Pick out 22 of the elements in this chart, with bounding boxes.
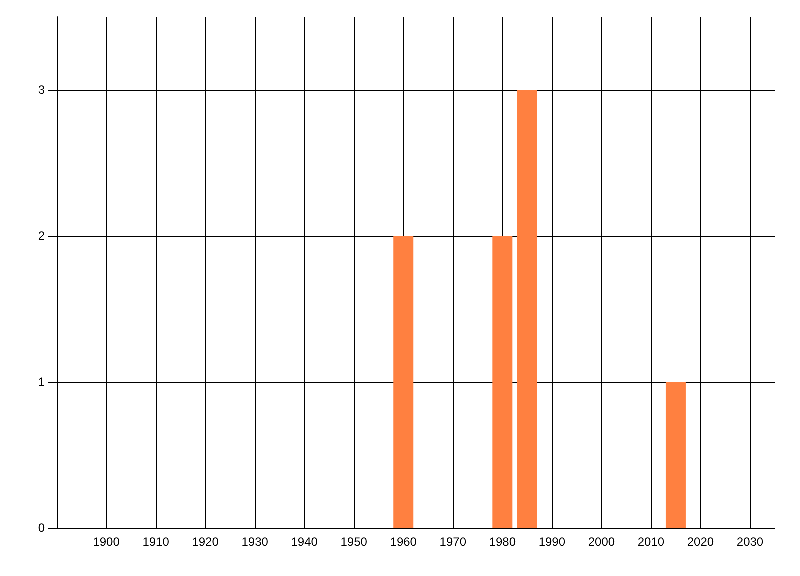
x-tick-label: 2010 bbox=[638, 535, 665, 549]
bar bbox=[666, 382, 686, 528]
x-tick-label: 2020 bbox=[687, 535, 714, 549]
y-tick-label: 2 bbox=[38, 229, 46, 243]
y-tick-label: 3 bbox=[38, 83, 46, 97]
y-tick-label: 0 bbox=[38, 521, 46, 535]
x-tick-label: 1960 bbox=[390, 535, 418, 549]
bar bbox=[394, 236, 414, 528]
bar bbox=[492, 236, 513, 528]
x-tick-label: 1970 bbox=[440, 535, 467, 549]
x-tick-label: 2030 bbox=[736, 535, 764, 549]
x-tick-label: 1910 bbox=[142, 535, 170, 549]
y-tick-label: 1 bbox=[38, 375, 46, 389]
x-tick-label: 1950 bbox=[340, 535, 368, 549]
x-tick-label: 2000 bbox=[588, 535, 616, 549]
x-tick-label: 1980 bbox=[489, 535, 516, 549]
x-tick-label: 1920 bbox=[192, 535, 220, 549]
x-tick-label: 1930 bbox=[242, 535, 269, 549]
bar bbox=[517, 90, 538, 528]
x-tick-label: 1900 bbox=[93, 535, 120, 549]
x-tick-label: 1990 bbox=[538, 535, 566, 549]
x-tick-label: 1940 bbox=[291, 535, 318, 549]
